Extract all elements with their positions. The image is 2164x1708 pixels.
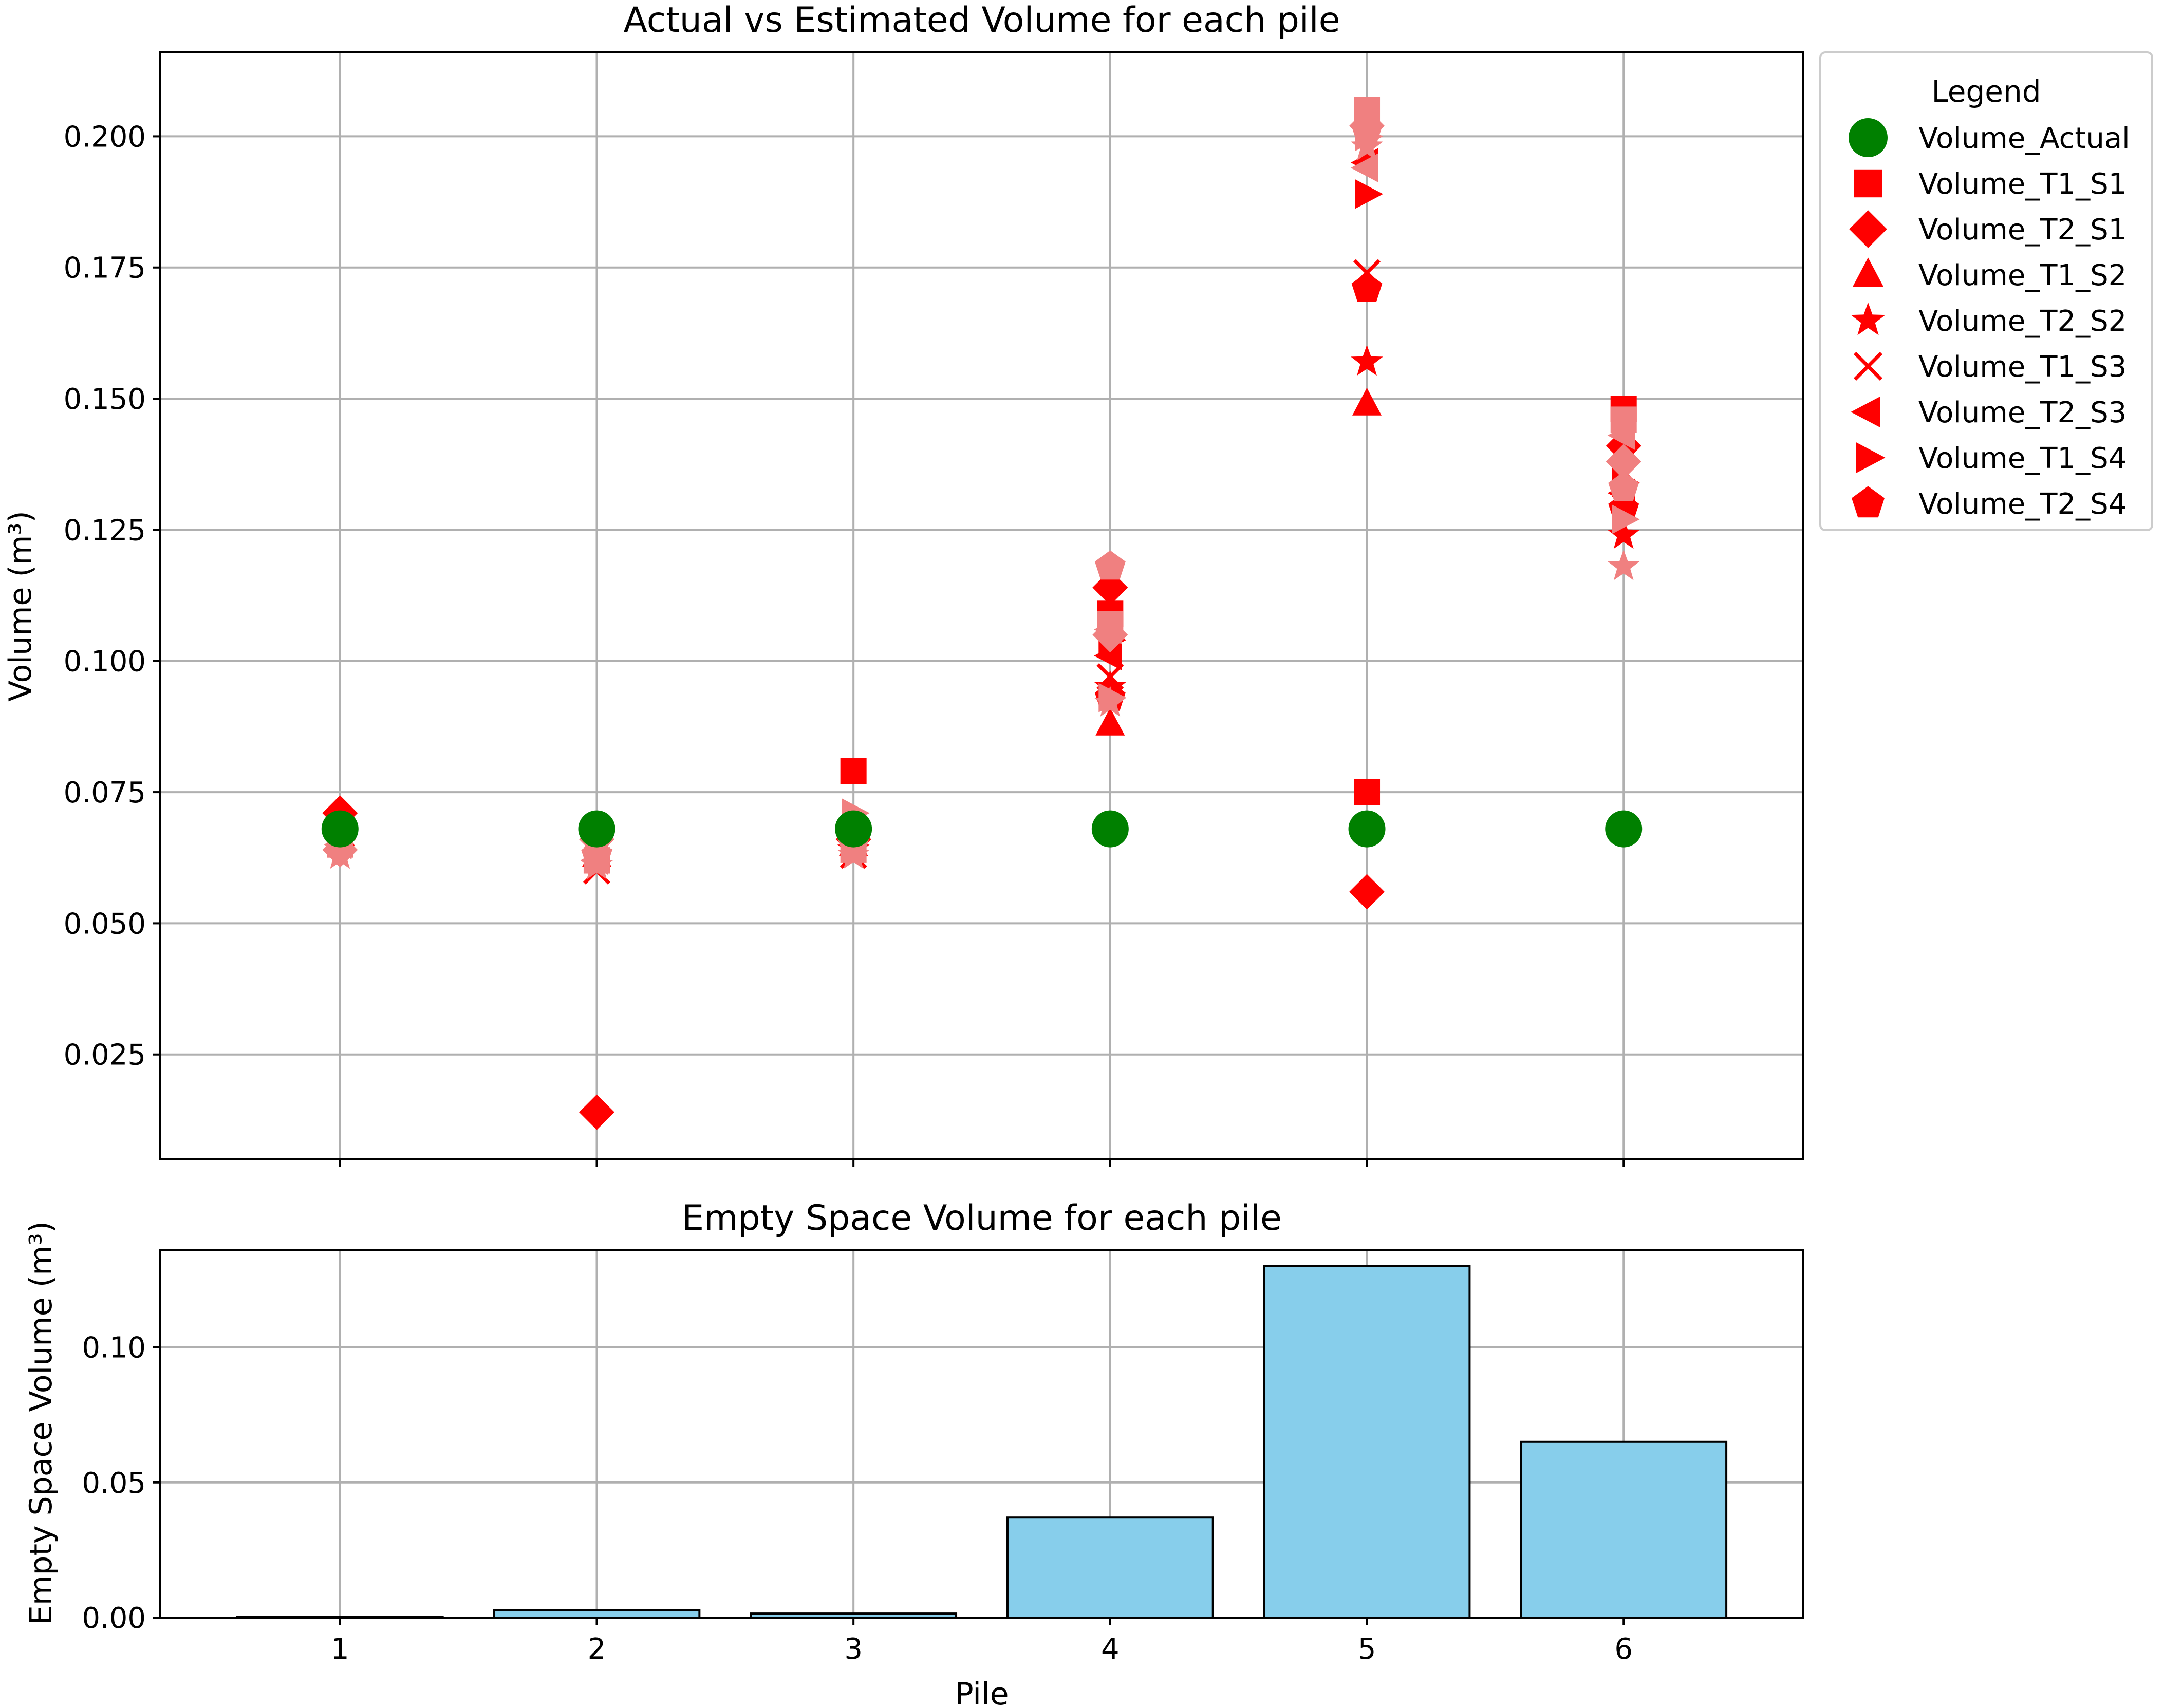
bar-x-tick-label: 3	[844, 1632, 863, 1666]
scatter-y-tick-label: 0.075	[64, 776, 146, 810]
bar-pile-6	[1520, 1440, 1728, 1619]
scatter-point-volume-t1-s4	[1355, 179, 1383, 209]
scatter-point-volume-t2-s2	[1607, 518, 1640, 549]
legend-marker	[1851, 396, 1880, 428]
scatter-point-volume-t2-s4	[1351, 272, 1383, 302]
legend-marker	[1854, 169, 1882, 198]
legend-label: Volume_T1_S3	[1918, 350, 2126, 384]
scatter-point-volume-t2-s2	[1351, 345, 1383, 376]
legend-label: Volume_T1_S1	[1918, 167, 2126, 201]
scatter-title: Actual vs Estimated Volume for each pile	[623, 0, 1340, 41]
legend-marker	[1849, 210, 1887, 248]
scatter-point-estimate	[1351, 153, 1378, 183]
scatter-point-volume-t1-s1	[840, 758, 867, 784]
bar-y-tick-label: 0.05	[82, 1467, 146, 1500]
bar-x-tick-label: 5	[1358, 1632, 1376, 1666]
scatter-y-tick-label: 0.150	[64, 383, 146, 416]
scatter-point-volume-t2-s1	[579, 1094, 614, 1130]
scatter-y-axis-label: Volume (m³)	[3, 511, 39, 702]
bar-x-tick-label: 2	[588, 1632, 606, 1666]
legend-label: Volume_T2_S3	[1918, 396, 2126, 429]
bar-y-axis-label: Empty Space Volume (m³)	[23, 1221, 59, 1625]
bar-pile-5	[1263, 1265, 1471, 1619]
bar-axes-frame	[159, 1249, 1804, 1619]
scatter-point-volume-actual	[321, 810, 359, 848]
legend-marker	[1851, 302, 1886, 335]
legend-label: Volume_T2_S2	[1918, 305, 2126, 338]
scatter-point-volume-actual	[578, 810, 615, 848]
bar-y-tick-label: 0.10	[82, 1331, 146, 1365]
bar-x-tick-label: 1	[331, 1632, 349, 1666]
legend: Legend Volume_Actual Volume_T1_S1 Volume_T…	[1819, 51, 2153, 531]
bar-x-axis-label: Pile	[955, 1676, 1009, 1708]
scatter-point-estimate	[581, 846, 608, 875]
legend-marker	[1853, 351, 1883, 381]
legend-label: Volume_Actual	[1918, 122, 2130, 155]
legend-label: Volume_T2_S4	[1918, 487, 2126, 521]
scatter-grid	[160, 52, 1803, 1159]
scatter-y-tick-label: 0.050	[64, 907, 146, 941]
scatter-y-tick-label: 0.175	[64, 252, 146, 285]
scatter-point-estimate	[1351, 129, 1383, 161]
scatter-point-volume-actual	[835, 810, 872, 848]
scatter-y-tick-label: 0.125	[64, 514, 146, 547]
legend-marker	[1852, 257, 1884, 287]
scatter-point-volume-actual	[1348, 810, 1386, 848]
scatter-point-estimate	[1094, 550, 1126, 580]
scatter-point-estimate	[324, 838, 357, 869]
legend-title: Legend	[1931, 74, 2041, 109]
legend-frame	[1819, 51, 2153, 531]
bar-x-tick-label: 6	[1614, 1632, 1633, 1666]
scatter-point-volume-actual	[1091, 810, 1129, 848]
legend-label: Volume_T2_S1	[1918, 213, 2126, 247]
scatter-point-estimate	[1612, 504, 1640, 534]
legend-label: Volume_T1_S2	[1918, 259, 2126, 292]
scatter-point-estimate	[1607, 549, 1640, 580]
scatter-point-estimate	[1094, 615, 1122, 644]
scatter-point-volume-actual	[1605, 810, 1643, 848]
legend-marker	[1856, 442, 1886, 474]
bar-marks	[236, 1265, 1728, 1619]
scatter-point-estimate	[1606, 444, 1641, 480]
scatter-ticks: 0.025 0.050 0.075 0.100 0.125 0.150 0.175 0.200	[64, 120, 1625, 1167]
scatter-point-volume-t1-s2	[1352, 387, 1382, 416]
legend-items: Volume_Actual Volume_T1_S1 Volume_T2_S1 Vol…	[1849, 118, 2130, 521]
legend-marker	[1852, 486, 1885, 518]
bar-title: Empty Space Volume for each pile	[682, 1198, 1282, 1238]
scatter-axes-frame	[159, 51, 1804, 1160]
bar-ticks: 1 2 3 4 5 6 0.00 0.05 0.10	[82, 1331, 1633, 1666]
scatter-point-volume-t2-s1	[1349, 874, 1385, 910]
scatter-y-tick-label: 0.100	[64, 645, 146, 679]
legend-marker	[1849, 118, 1888, 157]
scatter-point-estimate	[1094, 686, 1127, 717]
scatter-marks	[321, 97, 1643, 1130]
scatter-point-estimate	[1607, 421, 1635, 451]
scatter-point-volume-t2-s3	[1094, 641, 1122, 670]
scatter-point-volume-t1-s1	[1354, 779, 1381, 805]
bar-y-tick-label: 0.00	[82, 1602, 146, 1635]
scatter-point-estimate	[1351, 115, 1383, 144]
bar-pile-4	[1006, 1516, 1214, 1619]
bar-panel: 1 2 3 4 5 6 0.00 0.05 0.10 Empty Space Volume fo…	[23, 1198, 1804, 1708]
scatter-point-estimate	[1608, 472, 1639, 501]
scatter-panel: 0.025 0.050 0.075 0.100 0.125 0.150 0.175 0.200…	[3, 0, 1804, 1167]
legend-label: Volume_T1_S4	[1918, 442, 2126, 475]
bar-pile-2	[493, 1609, 701, 1619]
bar-x-tick-label: 4	[1101, 1632, 1120, 1666]
scatter-point-volume-t1-s2	[1095, 707, 1125, 736]
scatter-y-tick-label: 0.200	[64, 120, 146, 154]
scatter-y-tick-label: 0.025	[64, 1039, 146, 1072]
